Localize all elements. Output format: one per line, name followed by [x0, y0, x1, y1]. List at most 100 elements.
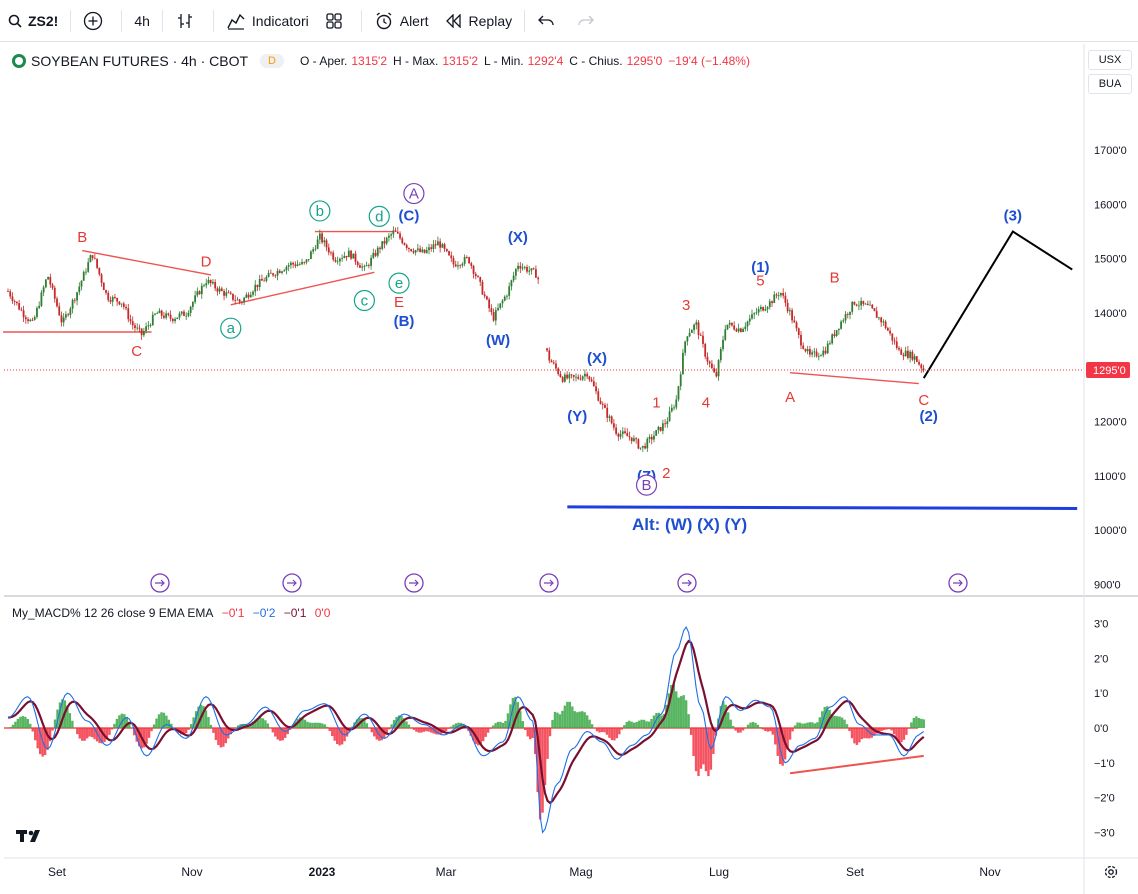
settings-icon[interactable] [1103, 864, 1119, 885]
candle-body [169, 314, 172, 319]
event-marker-icon[interactable] [539, 573, 559, 593]
macd-histogram-bar [420, 728, 423, 733]
currency-selector[interactable]: USX [1088, 50, 1132, 70]
replay-button[interactable]: Replay [437, 5, 521, 37]
delayed-badge: D [260, 54, 284, 68]
candle-body [31, 319, 34, 321]
candle-body [147, 325, 150, 327]
macd-histogram-bar [48, 728, 52, 742]
event-marker-icon[interactable] [282, 573, 302, 593]
macd-histogram-bar [113, 723, 116, 728]
macd-histogram-bar [640, 719, 643, 728]
candle-body [826, 343, 829, 354]
candle-body [80, 280, 83, 287]
candle-body [412, 251, 415, 253]
macd-histogram-bar [370, 728, 374, 733]
interval-button[interactable]: 4h [126, 5, 158, 37]
macd-histogram-bar [796, 722, 799, 728]
candle-body [274, 275, 277, 277]
candle-body [735, 329, 738, 332]
candle-body [29, 319, 32, 322]
macd-histogram-bar [771, 728, 774, 735]
tradingview-logo[interactable] [16, 828, 46, 849]
macd-histogram-bar [410, 727, 413, 728]
macd-histogram-bar [675, 691, 678, 728]
macd-histogram-bar [494, 723, 497, 728]
candle-body [156, 313, 159, 314]
candle-body [477, 276, 479, 278]
candle-body [586, 373, 589, 377]
candle-body [298, 264, 301, 265]
indicators-button[interactable]: Indicatori [218, 5, 317, 37]
macd-histogram-bar [697, 728, 700, 777]
candle-body [824, 350, 827, 354]
macd-histogram-bar [835, 716, 839, 728]
event-marker-icon[interactable] [948, 573, 968, 593]
macd-histogram-bar [922, 719, 925, 728]
candle-body [639, 447, 642, 449]
event-marker-arrow [544, 579, 554, 587]
macd-histogram-bar [214, 728, 218, 740]
candle-body [185, 315, 188, 317]
macd-histogram-bar [180, 728, 183, 735]
macd-histogram-bar [217, 728, 220, 746]
event-marker-icon[interactable] [677, 573, 697, 593]
undo-button[interactable] [529, 5, 569, 37]
macd-histogram-bar [316, 722, 319, 728]
candle-body [898, 348, 900, 350]
candle-body [432, 244, 435, 249]
macd-histogram-bar [865, 728, 869, 739]
macd-histogram-bar [123, 714, 126, 728]
wave-label: 2 [662, 465, 670, 482]
candle-body [227, 292, 230, 294]
candle-body [405, 244, 408, 248]
macd-histogram-bar [769, 728, 772, 732]
macd-histogram-bar [811, 722, 814, 728]
candle-body [590, 379, 593, 382]
candle-body [196, 291, 199, 296]
macd-histogram-bar [392, 720, 396, 728]
macd-histogram-bar [793, 725, 797, 728]
macd-histogram-bar [407, 724, 411, 728]
event-marker-icon[interactable] [150, 573, 170, 593]
candle-body [44, 279, 47, 288]
candle-body [234, 299, 237, 301]
bar-chart-type-icon [175, 11, 195, 31]
chart-type-button[interactable] [167, 5, 209, 37]
templates-button[interactable] [317, 5, 357, 37]
wave-label: E [394, 294, 404, 311]
last-price-value: 1295'0 [1093, 365, 1126, 377]
event-marker-icon[interactable] [404, 573, 424, 593]
candle-body [795, 322, 798, 329]
macd-histogram-bar [684, 700, 688, 728]
currency-label: USX [1098, 54, 1122, 66]
candle-body [194, 295, 197, 303]
macd-histogram-bar [390, 724, 393, 728]
candle-body [708, 361, 711, 364]
unit-selector[interactable]: BUA [1088, 74, 1132, 94]
macd-title[interactable]: My_MACD% 12 26 close 9 EMA EMA [12, 606, 214, 620]
candle-body [706, 356, 709, 362]
candle-body [771, 301, 773, 304]
macd-histogram-bar [830, 714, 834, 728]
candle-body [214, 281, 217, 289]
redo-button[interactable] [569, 5, 609, 37]
macd-histogram-bar [858, 728, 861, 743]
candle-body [27, 319, 29, 322]
candle-body [748, 318, 751, 322]
candle-body [809, 349, 811, 355]
legend-title[interactable]: SOYBEAN FUTURES · 4h · CBOT [31, 53, 249, 69]
candle-body [56, 298, 58, 307]
compare-button[interactable] [75, 5, 117, 37]
symbol-search-button[interactable]: ZS2! [0, 5, 66, 37]
candle-body [252, 291, 254, 295]
event-marker-arrow [155, 579, 165, 587]
candle-body [677, 386, 680, 400]
macd-value-2: −0'2 [252, 606, 276, 620]
candle-body [840, 321, 842, 329]
candle-body [615, 427, 618, 434]
macd-histogram-bar [853, 728, 856, 744]
alert-button[interactable]: Alert [366, 5, 437, 37]
candle-body [292, 262, 295, 265]
